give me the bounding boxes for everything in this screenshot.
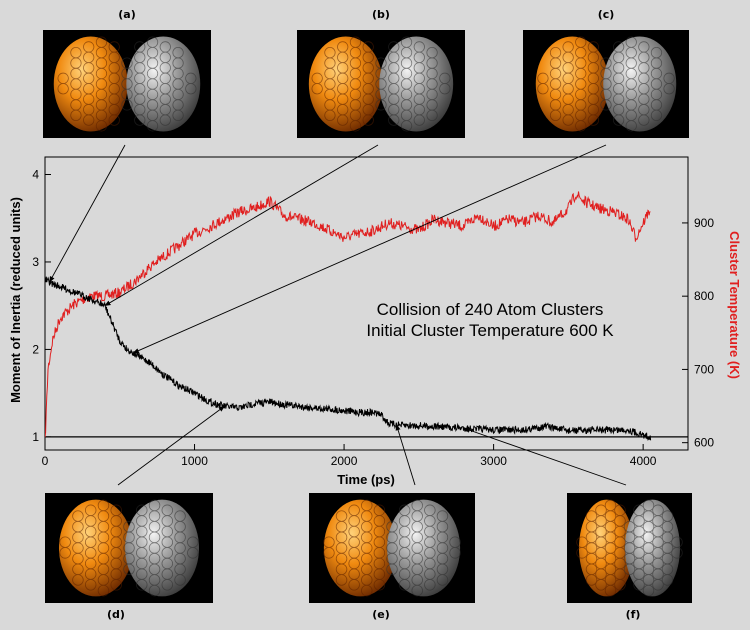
y-right-tick-label: 800 bbox=[694, 289, 714, 303]
panel-pointer-arrow bbox=[395, 424, 416, 486]
x-tick-label: 1000 bbox=[181, 454, 208, 468]
chart-annotation-line-2: Initial Cluster Temperature 600 K bbox=[366, 321, 614, 340]
cluster-thumbnails: (a) (b) (c) (d) (e) (f) bbox=[43, 8, 692, 621]
series-line-moment-of-inertia bbox=[45, 276, 652, 442]
x-axis-ticks: 0 1000 2000 3000 4000 bbox=[42, 444, 657, 468]
panel-label: (f) bbox=[626, 608, 641, 621]
atom-texture bbox=[311, 36, 451, 132]
series-line-temperature bbox=[45, 191, 651, 438]
x-tick-label: 3000 bbox=[480, 454, 507, 468]
y-axis-left-label: Moment of Inertia (reduced units) bbox=[8, 197, 23, 403]
panel-label: (d) bbox=[107, 608, 125, 621]
atom-texture bbox=[57, 36, 197, 132]
gray-cluster bbox=[625, 499, 680, 597]
cluster-thumbnail: (d) bbox=[45, 493, 213, 621]
atom-texture bbox=[59, 499, 199, 597]
gray-cluster bbox=[387, 499, 461, 597]
gray-cluster bbox=[125, 499, 200, 597]
cluster-thumbnail: (b) bbox=[297, 8, 465, 138]
orange-cluster bbox=[535, 36, 609, 132]
plot-area bbox=[44, 156, 689, 451]
panel-pointer-arrow bbox=[49, 144, 126, 283]
orange-cluster bbox=[579, 499, 634, 597]
chart-annotation-line-1: Collision of 240 Atom Clusters bbox=[377, 300, 604, 319]
atom-texture bbox=[323, 499, 461, 597]
y-left-tick-label: 3 bbox=[32, 255, 39, 269]
y-left-tick-label: 2 bbox=[32, 342, 39, 356]
y-right-tick-label: 900 bbox=[694, 216, 714, 230]
panel-pointer-arrow bbox=[104, 144, 379, 307]
panel-pointer-arrow bbox=[463, 427, 627, 486]
atom-texture bbox=[537, 36, 675, 132]
y-axis-right-label: Cluster Temperature (K) bbox=[727, 231, 742, 379]
gray-cluster bbox=[603, 36, 677, 132]
panel-pointer-arrow bbox=[117, 405, 225, 486]
right-axis-ticks: 600 700 800 900 bbox=[682, 216, 714, 450]
y-left-tick-label: 4 bbox=[32, 167, 39, 181]
atom-texture bbox=[576, 499, 683, 597]
panel-label: (b) bbox=[372, 8, 390, 21]
panel-label: (c) bbox=[598, 8, 615, 21]
y-right-tick-label: 700 bbox=[694, 362, 714, 376]
x-axis-label: Time (ps) bbox=[337, 472, 395, 487]
x-tick-label: 4000 bbox=[630, 454, 657, 468]
panel-label: (e) bbox=[372, 608, 390, 621]
orange-cluster bbox=[58, 499, 133, 597]
panel-pointer-arrows bbox=[49, 144, 627, 486]
cluster-thumbnail: (c) bbox=[523, 8, 689, 138]
panel-label: (a) bbox=[118, 8, 135, 21]
panel-pointer-arrow bbox=[132, 144, 607, 354]
y-left-tick-label: 1 bbox=[32, 430, 39, 444]
x-tick-label: 2000 bbox=[331, 454, 358, 468]
cluster-thumbnail: (f) bbox=[567, 493, 692, 621]
cluster-thumbnail: (e) bbox=[309, 493, 475, 621]
x-tick-label: 0 bbox=[42, 454, 49, 468]
orange-cluster bbox=[323, 499, 397, 597]
y-right-tick-label: 600 bbox=[694, 436, 714, 450]
cluster-thumbnail: (a) bbox=[43, 8, 211, 138]
